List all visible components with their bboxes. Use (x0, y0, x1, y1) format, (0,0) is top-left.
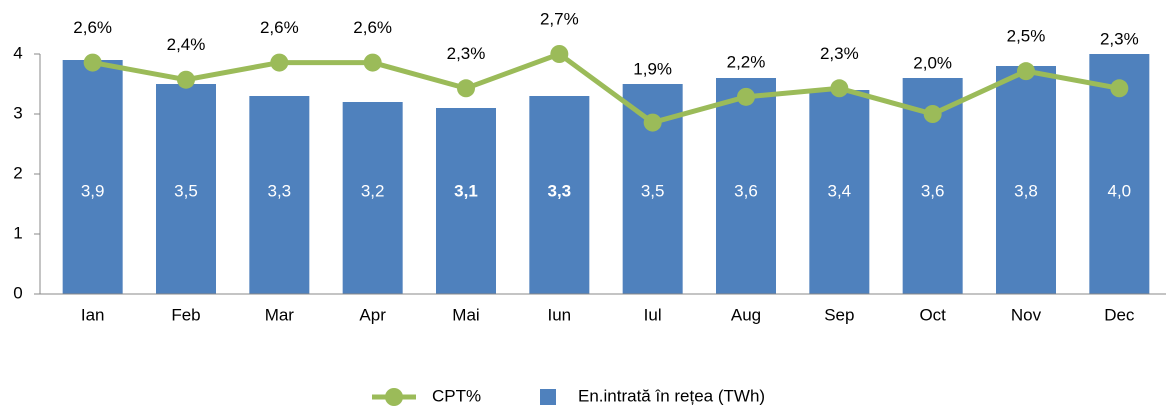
line-label: 2,3% (447, 44, 486, 63)
line-marker (83, 53, 102, 72)
line-marker (270, 53, 289, 72)
bar (342, 102, 403, 294)
legend-marker (385, 388, 403, 406)
bar (249, 96, 310, 294)
line-label: 1,9% (633, 59, 672, 78)
bar-label: 3,3 (268, 181, 292, 200)
x-tick-label: Nov (1011, 305, 1042, 324)
line-label: 2,7% (540, 9, 579, 28)
line-label: 2,3% (1100, 29, 1139, 48)
y-tick-label: 3 (13, 103, 22, 122)
line-marker (1017, 62, 1035, 81)
x-tick-label: Aug (731, 305, 761, 324)
bar (716, 78, 776, 294)
x-tick-label: Feb (171, 305, 200, 324)
bar-label: 3,2 (361, 181, 385, 200)
line-marker (643, 113, 662, 132)
line-label: 2,6% (260, 18, 299, 37)
bar (996, 66, 1056, 294)
bar-label: 3,5 (641, 181, 665, 200)
legend-swatch (540, 389, 556, 405)
line-marker (177, 70, 195, 89)
bar-label: 3,4 (828, 181, 852, 200)
bar (436, 108, 496, 294)
bar (62, 60, 123, 294)
line-marker (923, 105, 942, 123)
x-tick-label: Iun (548, 305, 572, 324)
line-label: 2,6% (73, 18, 112, 37)
y-tick-label: 1 (13, 223, 22, 242)
x-tick-label: Iul (644, 305, 662, 324)
bar-label: 3,9 (81, 181, 105, 200)
line-label: 2,2% (727, 52, 766, 71)
y-tick-label: 4 (13, 43, 22, 62)
legend-label: En.intrată în rețea (TWh) (578, 386, 765, 405)
legend-label: CPT% (432, 386, 481, 405)
line-marker (457, 79, 475, 98)
line (92, 51, 1120, 126)
line-label: 2,4% (167, 35, 206, 54)
x-tick-label: Dec (1104, 305, 1135, 324)
x-tick-label: Mar (265, 305, 295, 324)
line-marker (1110, 79, 1129, 98)
x-tick-label: Ian (81, 305, 105, 324)
line-marker (737, 87, 755, 106)
line-label: 2,6% (353, 18, 392, 37)
x-tick-label: Apr (359, 305, 386, 324)
bar-label: 3,6 (921, 181, 945, 200)
line-marker (830, 79, 849, 98)
bar-label: 3,5 (174, 181, 198, 200)
bar (156, 84, 216, 294)
bar (809, 90, 870, 294)
line-marker (363, 53, 382, 72)
bar-label: 3,6 (734, 181, 758, 200)
x-tick-label: Mai (452, 305, 479, 324)
line-marker (550, 45, 569, 63)
y-tick-label: 2 (13, 163, 22, 182)
x-tick-label: Sep (824, 305, 854, 324)
bar-label: 3,1 (454, 181, 478, 200)
bar-label: 3,3 (548, 181, 572, 200)
x-tick-label: Oct (919, 305, 946, 324)
line-label: 2,5% (1007, 27, 1046, 46)
y-tick-label: 0 (13, 283, 22, 302)
line-label: 2,3% (820, 44, 859, 63)
bar (529, 96, 590, 294)
bar-label: 3,8 (1014, 181, 1038, 200)
bar-label: 4,0 (1108, 181, 1132, 200)
line-label: 2,0% (913, 53, 952, 72)
